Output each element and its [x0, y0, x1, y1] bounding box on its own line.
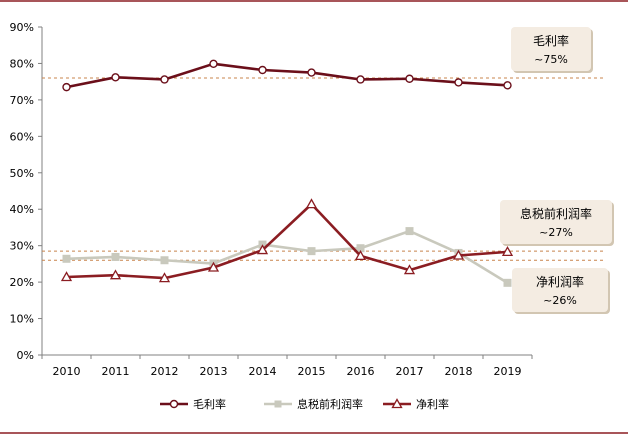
annotation-box — [511, 27, 591, 71]
annotation-box — [500, 200, 612, 244]
data-point-square — [111, 252, 120, 261]
data-point-circle — [307, 68, 316, 77]
y-tick-label: 0% — [17, 349, 34, 362]
series-group — [60, 59, 514, 287]
data-point-triangle — [60, 271, 73, 282]
series-2 — [60, 198, 514, 283]
data-point-circle — [209, 59, 218, 69]
annotation-title: 息税前利润率 — [520, 206, 592, 221]
data-point-triangle — [305, 198, 318, 209]
annotation-value: ~27% — [539, 226, 573, 239]
annotation-value: ~75% — [534, 53, 568, 66]
axes: 0% 10% 20% 30% 40% 50% 60% 70% 80% 90% 2010 2011 201… — [10, 21, 533, 378]
series-0 — [62, 59, 512, 92]
data-point-triangle — [109, 269, 122, 280]
x-tick-label: 2018 — [445, 365, 473, 378]
net-margin-annotation: 净利润率 ~26% — [512, 268, 610, 314]
y-tick-label: 40% — [10, 203, 34, 216]
data-point-triangle — [207, 261, 220, 272]
y-tick-label: 90% — [10, 21, 34, 34]
legend-item: 净利率 — [383, 397, 449, 411]
x-tick-label: 2015 — [298, 365, 326, 378]
x-tick-label: 2012 — [151, 365, 179, 378]
x-tick-label: 2014 — [249, 365, 277, 378]
annotation-box — [512, 268, 608, 312]
legend-item: 毛利率 — [160, 397, 226, 411]
data-point-triangle — [452, 249, 465, 260]
data-point-circle — [160, 75, 169, 84]
legend-label: 毛利率 — [193, 397, 226, 411]
legend: 毛利率 息税前利润率 净利率 — [160, 397, 449, 411]
data-point-triangle — [354, 250, 367, 261]
y-tick-label: 50% — [10, 167, 34, 180]
legend-label: 净利率 — [416, 397, 449, 411]
ebit-margin-annotation: 息税前利润率 ~27% — [500, 200, 614, 246]
legend-label: 息税前利润率 — [297, 397, 363, 411]
x-tick-label: 2019 — [494, 365, 522, 378]
legend-item: 息税前利润率 — [264, 397, 363, 411]
data-point-square — [405, 227, 414, 236]
y-tick-label: 60% — [10, 130, 34, 143]
data-point-square — [503, 278, 512, 287]
legend-marker-triangle — [391, 398, 403, 409]
data-point-circle — [454, 78, 463, 87]
gross-margin-annotation: 毛利率 ~75% — [511, 27, 593, 73]
series-1 — [62, 227, 512, 287]
data-point-circle — [356, 75, 365, 84]
legend-marker-square — [274, 400, 282, 408]
annotation-title: 净利润率 — [536, 274, 584, 289]
series-line — [66, 229, 509, 284]
y-tick-label: 70% — [10, 94, 34, 107]
x-tick-label: 2013 — [200, 365, 228, 378]
annotation-title: 毛利率 — [533, 33, 569, 48]
data-point-circle — [503, 81, 512, 90]
x-tick-label: 2017 — [396, 365, 424, 378]
data-point-square — [307, 247, 316, 256]
annotation-value: ~26% — [543, 294, 577, 307]
legend-marker-circle — [169, 399, 179, 409]
data-point-circle — [62, 82, 71, 92]
x-tick-label: 2010 — [53, 365, 81, 378]
y-tick-label: 20% — [10, 276, 34, 289]
x-tick-label: 2011 — [102, 365, 130, 378]
data-point-circle — [111, 73, 120, 82]
data-point-triangle — [158, 272, 171, 283]
y-tick-label: 80% — [10, 57, 34, 70]
data-point-triangle — [501, 246, 514, 257]
x-tick-label: 2016 — [347, 365, 375, 378]
data-point-triangle — [256, 244, 269, 255]
series-line — [66, 62, 508, 89]
annotations: 毛利率 ~75% 息税前利润率 ~27% 净利润率 ~26% — [500, 27, 614, 314]
data-point-circle — [405, 74, 414, 83]
y-tick-label: 10% — [10, 313, 34, 326]
data-point-circle — [258, 65, 267, 75]
series-line — [66, 202, 508, 280]
data-point-square — [62, 254, 71, 263]
data-point-square — [160, 256, 169, 265]
data-point-triangle — [403, 264, 416, 275]
y-tick-label: 30% — [10, 240, 34, 253]
